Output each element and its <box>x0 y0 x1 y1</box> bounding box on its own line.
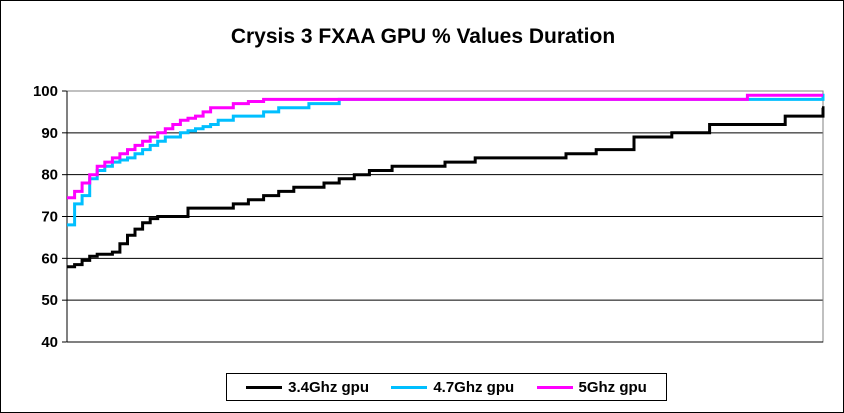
legend: 3.4Ghz gpu 4.7Ghz gpu 5Ghz gpu <box>226 373 667 401</box>
legend-item-4-7ghz: 4.7Ghz gpu <box>391 379 514 396</box>
legend-label-3-4ghz: 3.4Ghz gpu <box>288 378 369 396</box>
legend-item-3-4ghz: 3.4Ghz gpu <box>246 379 369 396</box>
chart-title: Crysis 3 FXAA GPU % Values Duration <box>230 25 616 48</box>
legend-item-5ghz: 5Ghz gpu <box>536 378 647 396</box>
legend-swatch-3-4ghz <box>246 385 283 389</box>
y-tick-label-80: 80 <box>41 167 58 184</box>
legend-label-4-7ghz: 4.7Ghz gpu <box>433 378 515 396</box>
legend-swatch-5ghz <box>536 385 573 389</box>
y-tick-label-90: 90 <box>41 125 58 142</box>
legend-swatch-4-7ghz <box>391 385 428 389</box>
series-line-4-7ghz-gpu <box>67 93 825 227</box>
y-tick-label-100: 100 <box>33 83 58 100</box>
series-line-3-4ghz-gpu <box>67 106 825 269</box>
y-tick-label-50: 50 <box>41 292 58 309</box>
series-line-5ghz-gpu <box>67 93 823 200</box>
y-tick-label-40: 40 <box>41 334 58 351</box>
y-tick-label-60: 60 <box>41 250 58 267</box>
legend-label-5ghz: 5Ghz gpu <box>578 378 647 396</box>
y-tick-label-70: 70 <box>41 209 58 226</box>
